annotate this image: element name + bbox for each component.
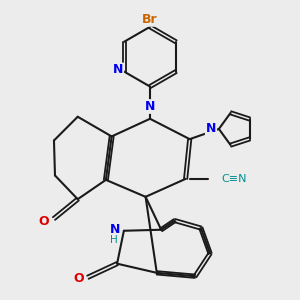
Text: C≡N: C≡N bbox=[221, 174, 247, 184]
Text: O: O bbox=[38, 215, 49, 228]
Text: N: N bbox=[145, 100, 155, 113]
Text: N: N bbox=[113, 63, 123, 76]
Text: H: H bbox=[110, 235, 118, 245]
Text: Br: Br bbox=[142, 13, 158, 26]
Text: N: N bbox=[110, 223, 120, 236]
Text: O: O bbox=[73, 272, 84, 285]
Text: N: N bbox=[206, 122, 216, 136]
